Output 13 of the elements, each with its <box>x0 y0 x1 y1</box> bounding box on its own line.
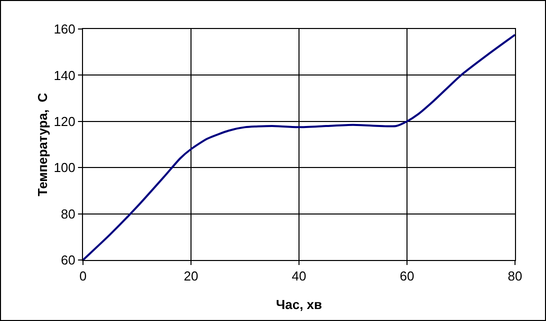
y-tick-label: 80 <box>60 206 76 222</box>
x-tick-label: 0 <box>79 268 87 284</box>
x-tick-label: 80 <box>508 268 522 284</box>
y-tick-label: 160 <box>54 22 76 37</box>
x-tick-label: 20 <box>184 268 198 284</box>
y-tick-label: 140 <box>54 68 76 83</box>
y-axis-title: Температура, С <box>35 92 50 196</box>
x-tick-label: 40 <box>292 268 306 284</box>
y-tick-label: 100 <box>54 160 76 176</box>
x-tick-label: 60 <box>400 268 414 284</box>
y-tick-label: 120 <box>54 114 76 129</box>
y-tick-label: 60 <box>60 252 76 268</box>
x-axis-title: Час, хв <box>276 297 322 312</box>
